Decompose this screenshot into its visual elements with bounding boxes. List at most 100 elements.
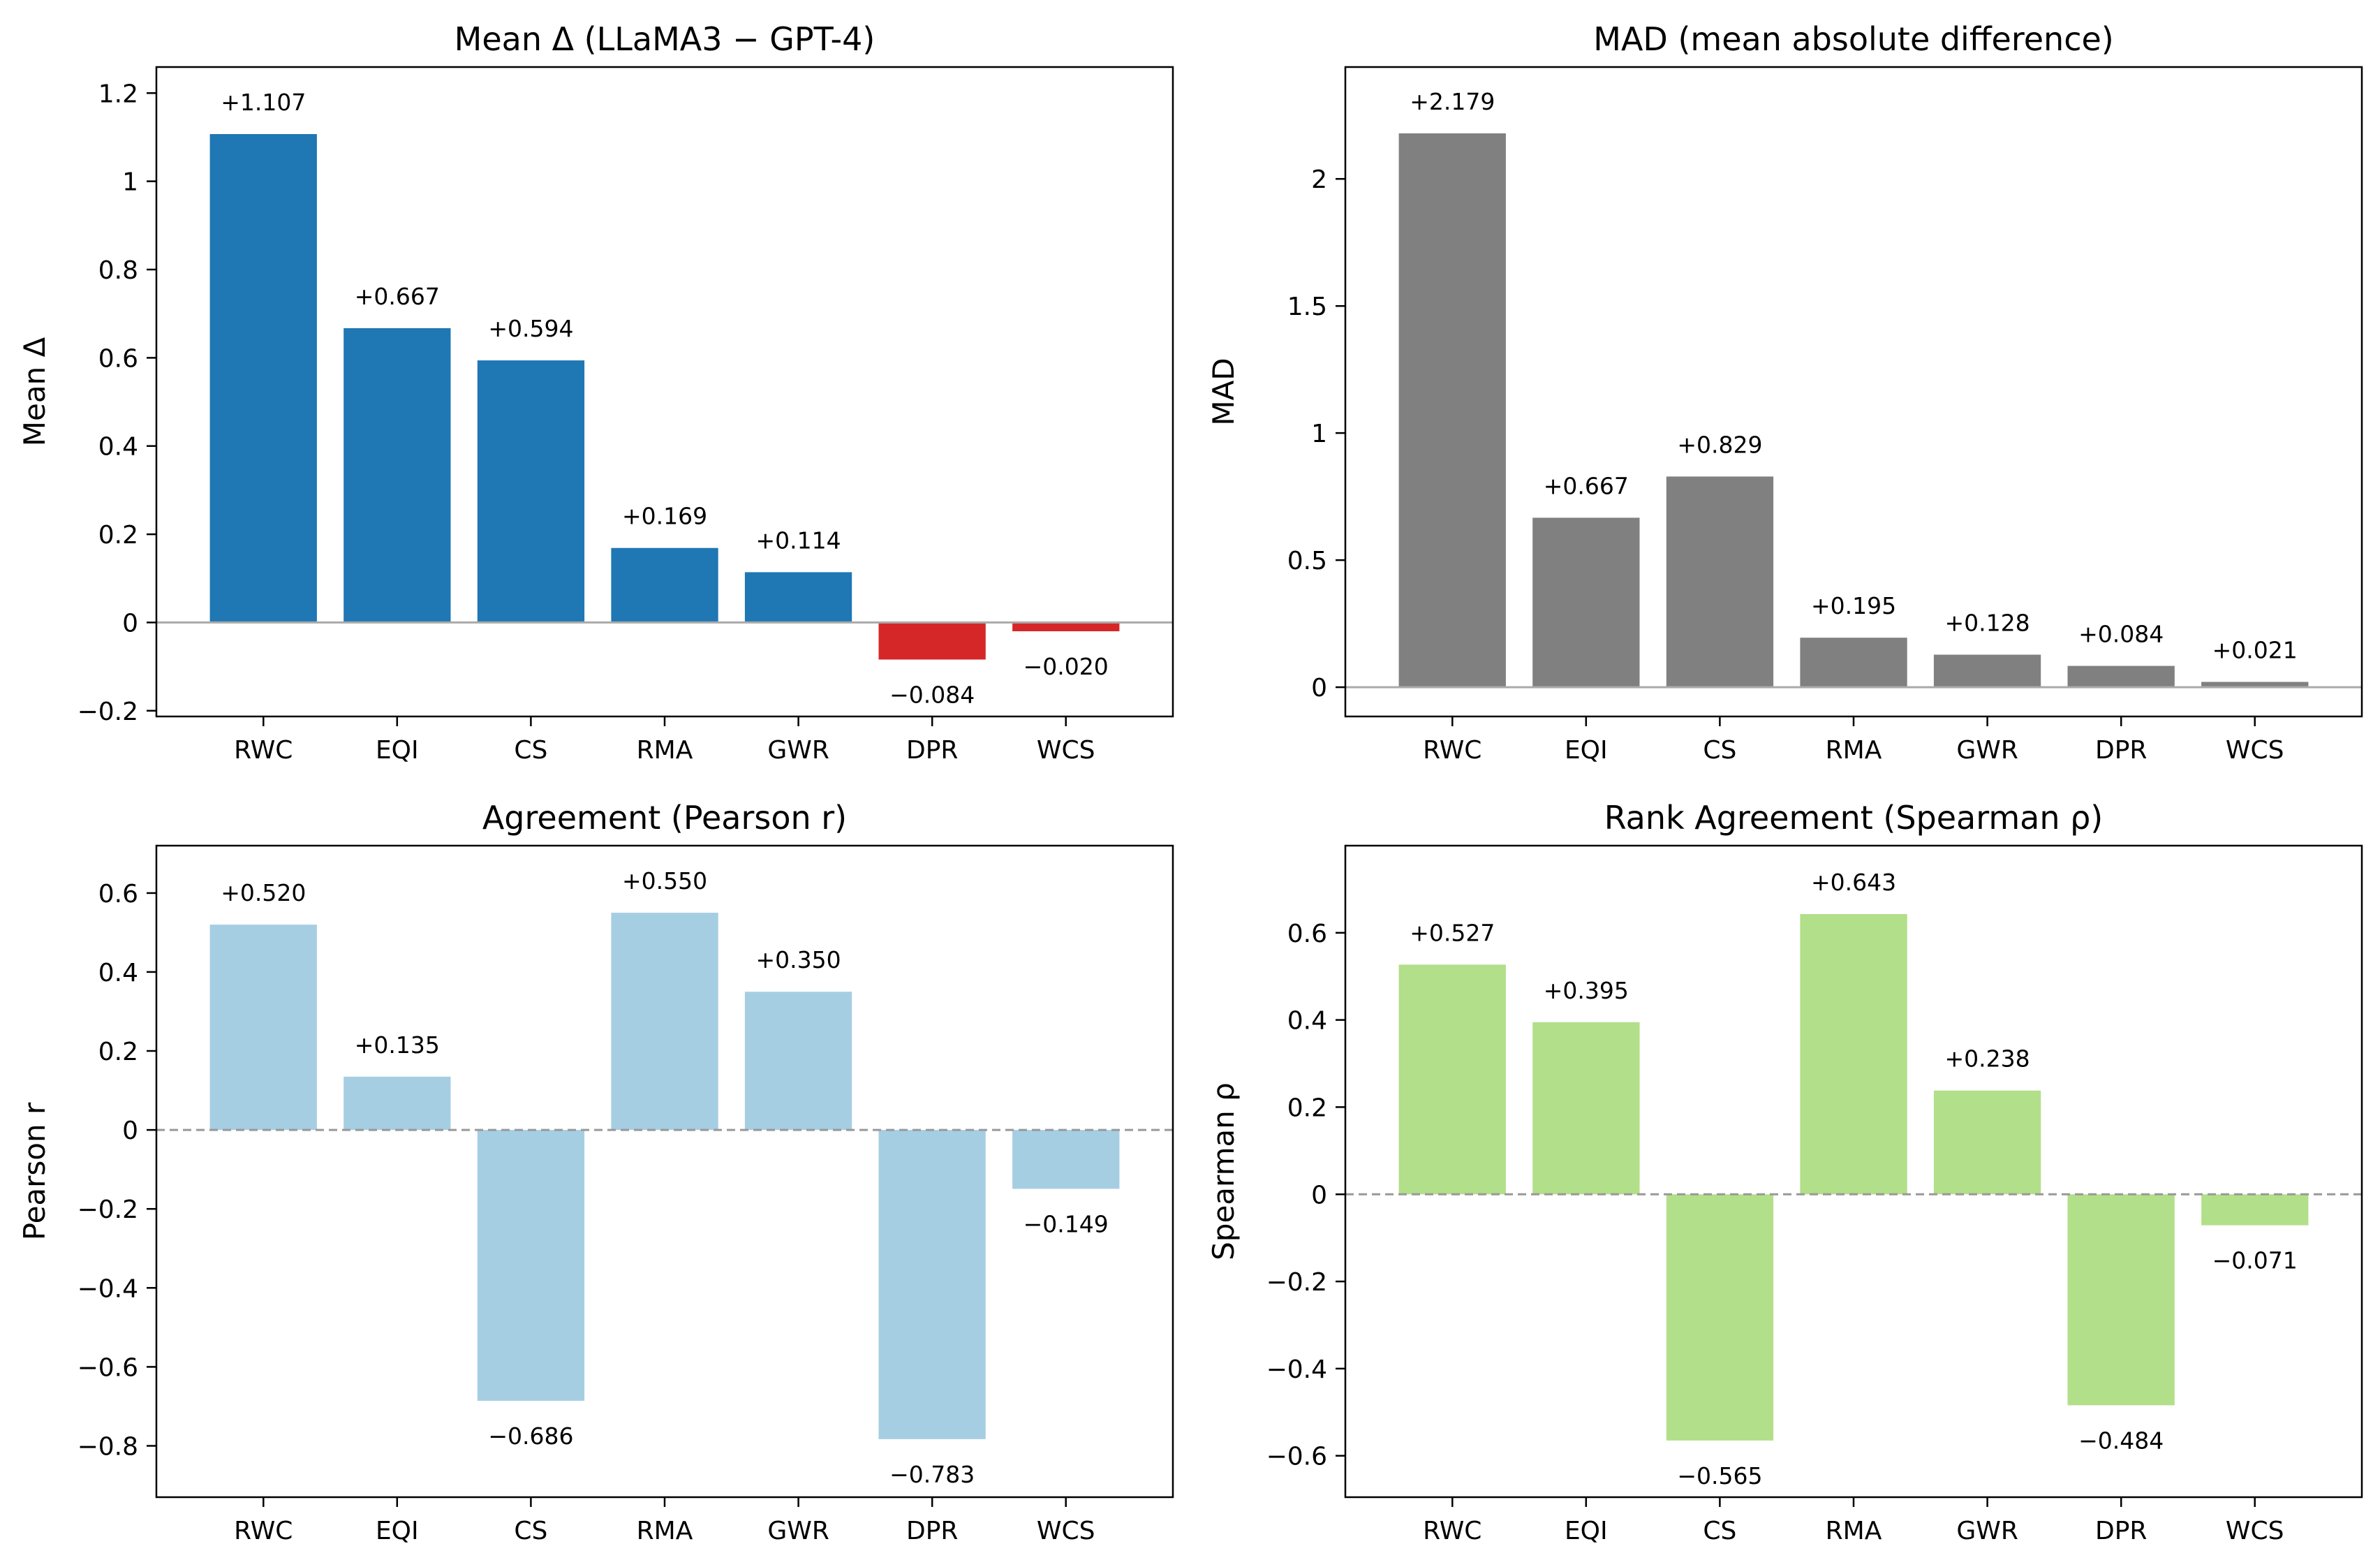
y-tick-label: −0.6 bbox=[77, 1353, 138, 1382]
bar-eqi bbox=[1532, 517, 1640, 688]
x-tick-label-rwc: RWC bbox=[234, 736, 293, 765]
bar-dpr bbox=[878, 1130, 986, 1439]
x-tick-label-wcs: WCS bbox=[1037, 736, 1095, 765]
x-tick-label-cs: CS bbox=[1703, 736, 1736, 765]
data-label-wcs: −0.020 bbox=[1023, 653, 1109, 680]
data-label-dpr: −0.484 bbox=[2078, 1427, 2164, 1454]
chart-title: MAD (mean absolute difference) bbox=[1593, 20, 2113, 58]
data-label-rwc: +0.527 bbox=[1410, 919, 1495, 946]
x-tick-label-gwr: GWR bbox=[767, 1517, 829, 1545]
bar-rwc bbox=[1398, 133, 1506, 688]
y-tick-label: 0.4 bbox=[98, 433, 138, 462]
bar-wcs bbox=[2201, 682, 2309, 688]
y-tick-label: −0.2 bbox=[77, 1196, 138, 1224]
data-label-rwc: +0.520 bbox=[221, 879, 306, 906]
x-tick-label-wcs: WCS bbox=[1037, 1517, 1095, 1545]
y-tick-label: 0.4 bbox=[98, 959, 138, 987]
bar-eqi bbox=[1532, 1022, 1640, 1195]
data-label-rma: +0.550 bbox=[622, 867, 707, 895]
bar-rwc bbox=[209, 134, 317, 623]
data-label-eqi: +0.135 bbox=[355, 1031, 440, 1059]
bar-gwr bbox=[744, 992, 852, 1131]
x-tick-label-eqi: EQI bbox=[1565, 736, 1608, 765]
y-tick-label: −0.2 bbox=[1266, 1268, 1327, 1297]
data-label-dpr: +0.084 bbox=[2078, 621, 2164, 648]
bar-gwr bbox=[1933, 1090, 2041, 1195]
bar-wcs bbox=[1012, 622, 1120, 631]
x-tick-label-dpr: DPR bbox=[2095, 736, 2147, 765]
y-tick-label: 0.2 bbox=[98, 521, 138, 550]
y-tick-label: 0 bbox=[1311, 1181, 1327, 1209]
y-tick-label: 0.6 bbox=[1287, 920, 1327, 948]
data-label-gwr: +0.350 bbox=[756, 946, 841, 973]
bar-rwc bbox=[1398, 964, 1506, 1195]
bar-dpr bbox=[2067, 1194, 2175, 1406]
data-label-gwr: +0.128 bbox=[1945, 610, 2030, 637]
data-label-cs: +0.829 bbox=[1677, 431, 1762, 458]
chart-title: Rank Agreement (Spearman ρ) bbox=[1604, 799, 2104, 837]
data-label-eqi: +0.667 bbox=[1544, 472, 1629, 499]
y-tick-label: 2 bbox=[1311, 165, 1327, 194]
bar-dpr bbox=[878, 622, 986, 660]
y-tick-label: 0.6 bbox=[98, 344, 138, 373]
data-label-cs: −0.565 bbox=[1677, 1462, 1762, 1489]
y-tick-label: 0.5 bbox=[1287, 547, 1327, 575]
x-tick-label-rwc: RWC bbox=[1423, 736, 1481, 765]
bar-gwr bbox=[744, 572, 852, 623]
y-axis-label: MAD bbox=[1206, 358, 1241, 425]
bar-rma bbox=[1800, 638, 1907, 688]
x-tick-label-dpr: DPR bbox=[2095, 1517, 2147, 1545]
x-tick-label-rma: RMA bbox=[1826, 1517, 1882, 1545]
data-label-wcs: −0.149 bbox=[1023, 1210, 1109, 1237]
bar-gwr bbox=[1933, 654, 2041, 688]
bar-wcs bbox=[1012, 1130, 1120, 1189]
data-label-rma: +0.195 bbox=[1811, 592, 1896, 619]
x-tick-label-dpr: DPR bbox=[906, 1517, 958, 1545]
chart-title: Mean Δ (LLaMA3 − GPT-4) bbox=[454, 20, 875, 58]
bar-cs bbox=[1666, 476, 1774, 688]
data-label-rwc: +1.107 bbox=[221, 89, 306, 116]
data-label-gwr: +0.114 bbox=[756, 527, 841, 554]
x-tick-label-eqi: EQI bbox=[376, 736, 419, 765]
chart-panel-4: +0.527 +0.395 −0.565 +0.643 +0.238 −0.484 −0.0… bbox=[1206, 799, 2363, 1545]
bar-eqi bbox=[343, 328, 451, 623]
x-tick-label-eqi: EQI bbox=[376, 1517, 419, 1545]
y-axis-label: Pearson r bbox=[17, 1102, 52, 1240]
y-tick-label: −0.6 bbox=[1266, 1443, 1327, 1471]
data-label-dpr: −0.084 bbox=[889, 682, 975, 709]
y-axis-label: Mean Δ bbox=[17, 337, 52, 446]
x-tick-label-rma: RMA bbox=[637, 736, 693, 765]
x-tick-label-gwr: GWR bbox=[1956, 736, 2018, 765]
x-tick-label-rma: RMA bbox=[637, 1517, 693, 1545]
data-label-wcs: −0.071 bbox=[2212, 1247, 2298, 1274]
y-tick-label: 1.5 bbox=[1287, 293, 1327, 321]
data-label-eqi: +0.667 bbox=[355, 283, 440, 310]
x-tick-label-gwr: GWR bbox=[1956, 1517, 2018, 1545]
x-tick-label-dpr: DPR bbox=[906, 736, 958, 765]
bar-rma bbox=[1800, 914, 1907, 1195]
y-tick-label: −0.8 bbox=[77, 1433, 138, 1462]
x-tick-label-wcs: WCS bbox=[2226, 736, 2284, 765]
chart-title: Agreement (Pearson r) bbox=[482, 799, 847, 837]
y-tick-label: 0 bbox=[122, 1117, 138, 1145]
x-tick-label-rwc: RWC bbox=[1423, 1517, 1481, 1545]
x-tick-label-eqi: EQI bbox=[1565, 1517, 1608, 1545]
y-tick-label: 1 bbox=[122, 168, 138, 197]
y-tick-label: 0.2 bbox=[1287, 1094, 1327, 1122]
data-label-cs: +0.594 bbox=[488, 315, 573, 342]
data-label-rma: +0.643 bbox=[1811, 869, 1896, 896]
y-tick-label: 0.8 bbox=[98, 256, 138, 285]
chart-panel-3: +0.520 +0.135 −0.686 +0.550 +0.350 −0.783 −0.1… bbox=[17, 799, 1174, 1545]
x-tick-label-cs: CS bbox=[514, 736, 547, 765]
chart-panel-1: +1.107 +0.667 +0.594 +0.169 +0.114 −0.084 −0.0… bbox=[17, 20, 1174, 765]
chart-panel-2: +2.179 +0.667 +0.829 +0.195 +0.128 +0.084 +0.0… bbox=[1206, 20, 2363, 765]
bar-cs bbox=[477, 360, 585, 623]
bar-rma bbox=[611, 913, 718, 1131]
y-tick-label: −0.4 bbox=[77, 1274, 138, 1303]
data-label-wcs: +0.021 bbox=[2212, 637, 2298, 664]
y-tick-label: 1 bbox=[1311, 420, 1327, 448]
data-label-cs: −0.686 bbox=[488, 1422, 573, 1450]
y-axis-label: Spearman ρ bbox=[1206, 1082, 1241, 1260]
x-tick-label-rwc: RWC bbox=[234, 1517, 293, 1545]
data-label-rwc: +2.179 bbox=[1410, 88, 1495, 115]
